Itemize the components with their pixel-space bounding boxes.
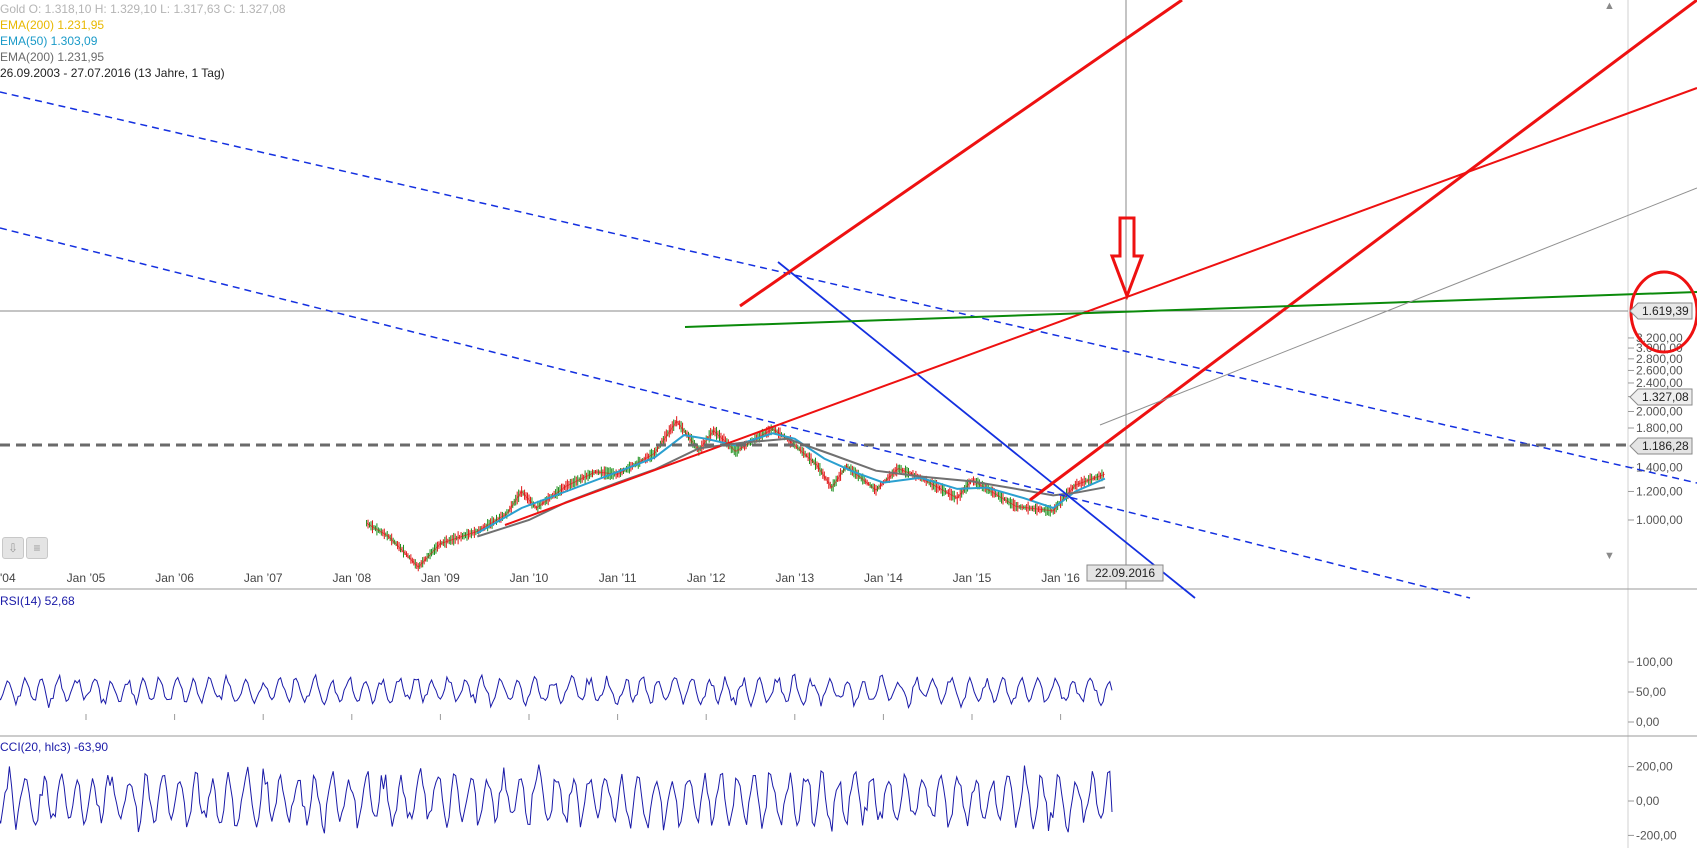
last-price-tag-bg (1629, 388, 1693, 406)
lower-channel-line[interactable] (0, 227, 1471, 599)
cci-tick-label: 0,00 (1636, 794, 1660, 808)
x-tick-label: Jan ’10 (510, 571, 549, 585)
x-tick-label: Jan ’11 (599, 571, 637, 585)
price-tick-label: 1.000,00 (1636, 513, 1683, 527)
x-tick-label: Jan ’12 (687, 571, 726, 585)
rsi-tick-label: 0,00 (1636, 715, 1660, 729)
x-tick-label: Jan ’09 (421, 571, 460, 585)
cci-tick-label: 200,00 (1636, 760, 1673, 774)
red-arrow-icon (1109, 216, 1145, 301)
x-tick-label: '04 (0, 571, 16, 585)
grey-trendline[interactable] (1099, 187, 1697, 426)
menu-icon[interactable]: ≡ (26, 537, 48, 559)
ema50-line (476, 432, 1106, 534)
scroll-up-icon[interactable]: ▲ (1604, 0, 1615, 12)
rsi-tick-label: 100,00 (1636, 655, 1673, 669)
rsi-label: RSI(14) 52,68 (0, 594, 75, 608)
red-trendline-steep-1[interactable] (739, 0, 1183, 308)
scroll-down-icon[interactable]: ▼ (1604, 550, 1615, 562)
red-trendline-steep-2[interactable] (1029, 0, 1697, 502)
x-tick-label: Jan ’08 (332, 571, 371, 585)
price-tick-label: 1.800,00 (1636, 421, 1683, 435)
rsi-line (0, 673, 1113, 709)
cci-line (0, 764, 1113, 834)
downtrend-line[interactable] (777, 261, 1196, 599)
x-tick-label: Jan ’15 (953, 571, 992, 585)
green-trendline[interactable] (684, 291, 1697, 328)
x-tick-label: Jan ’05 (67, 571, 106, 585)
price-tick-label: 2.000,00 (1636, 405, 1683, 419)
period-label: 26.09.2003 - 27.07.2016 (13 Jahre, 1 Tag… (0, 66, 225, 80)
price-tick-label: 2.400,00 (1636, 376, 1683, 390)
price-tick-label: 1.400,00 (1636, 460, 1683, 474)
crosshair-date-tag: 22.09.2016 (1095, 566, 1155, 580)
support-price-tag: 1.186,28 (1642, 439, 1689, 453)
price-tick-label: 3.200,00 (1636, 331, 1683, 345)
price-tick-label: 2.600,00 (1636, 363, 1683, 377)
zoom-out-icon[interactable]: ⇩ (2, 537, 24, 559)
crosshair-price-tag: 1.619,39 (1642, 304, 1689, 318)
rsi-tick-label: 50,00 (1636, 685, 1666, 699)
last-price-tag: 1.327,08 (1642, 390, 1689, 404)
legend-ema200-b[interactable]: EMA(200) 1.231,95 (0, 50, 105, 64)
price-tick-label: 2.800,00 (1636, 352, 1683, 366)
x-tick-label: Jan ’06 (155, 571, 194, 585)
x-tick-label: Jan ’07 (244, 571, 283, 585)
cci-tick-label: -200,00 (1636, 828, 1677, 842)
support-price-tag-bg (1629, 437, 1693, 455)
price-tick-label: 1.200,00 (1636, 484, 1683, 498)
x-tick-label: Jan ’14 (864, 571, 903, 585)
legend-ema200-a[interactable]: EMA(200) 1.231,95 (0, 18, 105, 32)
gold-price-line (366, 420, 1106, 568)
x-tick-label: Jan ’13 (775, 571, 814, 585)
red-trendline-long[interactable] (504, 87, 1697, 526)
cci-label: CCI(20, hlc3) -63,90 (0, 740, 109, 754)
x-tick-label: Jan ’16 (1041, 571, 1080, 585)
ohlc-line: Gold O: 1.318,10 H: 1.329,10 L: 1.317,63… (0, 2, 286, 16)
crosshair-price-tag-bg (1629, 302, 1693, 320)
crosshair-date-bg (1086, 564, 1164, 582)
legend-ema50[interactable]: EMA(50) 1.303,09 (0, 34, 98, 48)
upper-channel-line[interactable] (0, 91, 1697, 484)
